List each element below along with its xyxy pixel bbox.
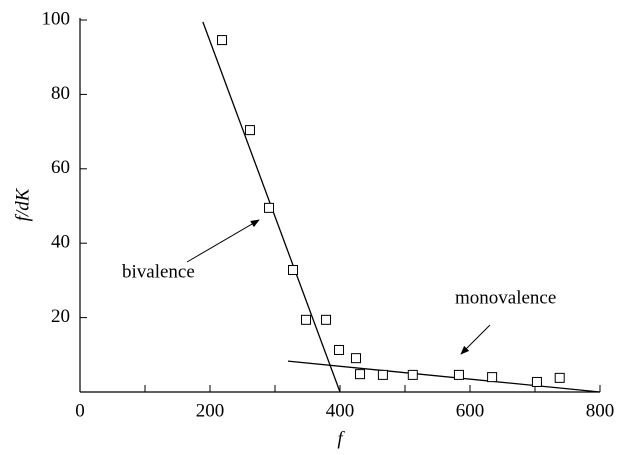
y-tick-label: 80 (51, 83, 70, 104)
annotation: monovalence (455, 287, 556, 308)
arrow (186, 219, 260, 263)
point (301, 314, 312, 325)
fit-line (287, 360, 601, 393)
point (355, 369, 366, 380)
point (217, 35, 228, 46)
annotation: bivalence (122, 261, 195, 282)
y-tick-label: 40 (51, 232, 70, 253)
point (453, 369, 464, 380)
arrow (460, 324, 491, 355)
point (487, 372, 498, 383)
x-tick-label: 800 (586, 400, 615, 421)
point (350, 353, 361, 364)
point (377, 369, 388, 380)
y-tick-label: 100 (42, 8, 71, 29)
point (554, 372, 565, 383)
x-tick-label: 400 (326, 400, 355, 421)
x-tick-label: 200 (196, 400, 225, 421)
point (407, 369, 418, 380)
y-axis-label: f/dK (12, 187, 33, 221)
y-tick-label: 20 (51, 306, 70, 327)
point (244, 125, 255, 136)
point (531, 376, 542, 387)
point (321, 314, 332, 325)
y-tick-label: 60 (51, 157, 70, 178)
point (288, 264, 299, 275)
x-tick-label: 0 (75, 400, 85, 421)
point (334, 344, 345, 355)
point (264, 202, 275, 213)
x-axis-label: f (337, 428, 345, 449)
x-tick-label: 600 (456, 400, 485, 421)
